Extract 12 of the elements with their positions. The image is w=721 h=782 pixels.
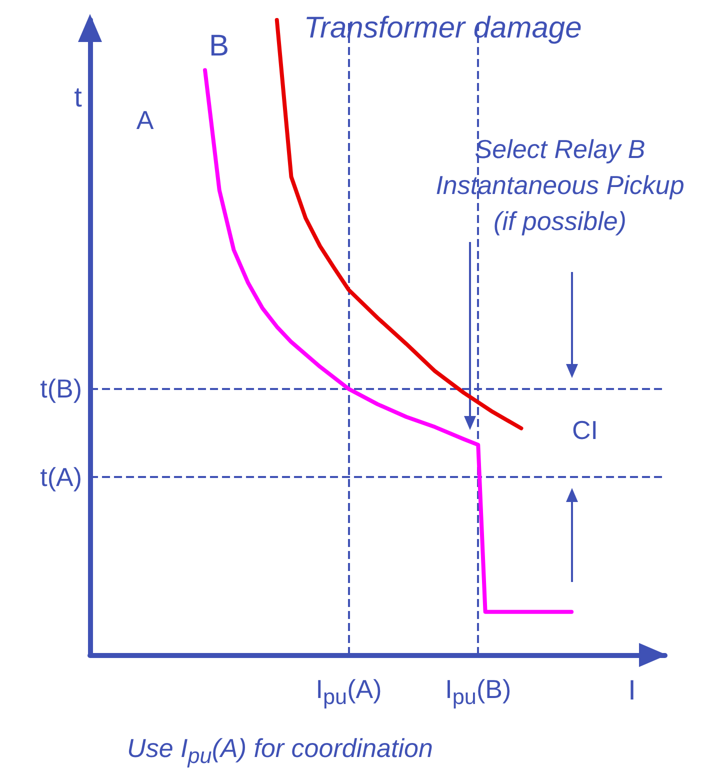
series-label: Transformer damage [304,12,582,44]
series-label: B [208,30,230,63]
annotation: Select Relay B Instantaneous Pickup (if possible) [436,133,684,238]
x-tick-label: I$_{pu}$(B) [445,672,512,712]
annotation: CI [572,414,598,447]
y-axis-title: t [74,82,82,112]
ref-line-label: t(A) [40,462,82,492]
annotation: A [136,104,154,137]
x-axis-title: I [628,674,636,706]
text: Use I$_{pu}$(A) for coordination [127,732,433,770]
ref-line-label: t(B) [40,373,82,404]
x-tick-label: I$_{pu}$(A) [316,672,382,712]
